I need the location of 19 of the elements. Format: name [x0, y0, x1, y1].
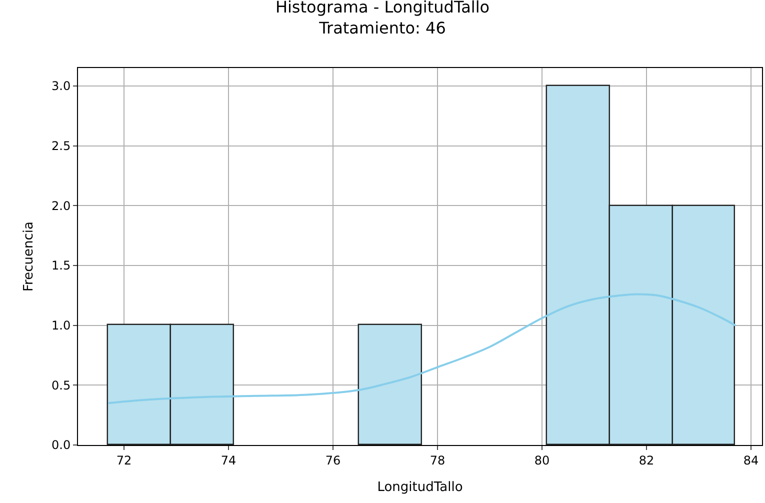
x-axis-title: LongitudTallo [377, 480, 463, 495]
y-tick-label: 3.0 [52, 79, 71, 94]
line-series [107, 293, 736, 404]
y-tick-label: 2.0 [52, 198, 71, 213]
y-tick-label: 2.5 [52, 138, 71, 153]
y-tick-label: 1.0 [52, 318, 71, 333]
y-axis-title: Frecuencia [21, 222, 36, 292]
y-tick-label: 0.5 [52, 378, 71, 392]
x-tick-label: 78 [430, 453, 446, 468]
x-tick-label: 72 [116, 453, 132, 468]
chart-title: Histograma - LongitudTallo [275, 0, 490, 17]
x-tick-label: 84 [743, 453, 759, 468]
x-tick-label: 80 [534, 453, 550, 468]
y-tick-label: 0.0 [52, 438, 71, 452]
chart-subtitle: Tratamiento: 46 [318, 18, 446, 38]
x-tick-label: 76 [325, 453, 341, 468]
x-tick-label: 74 [220, 453, 236, 468]
y-tick-label: 1.5 [52, 258, 71, 273]
x-tick-label: 82 [638, 453, 654, 468]
